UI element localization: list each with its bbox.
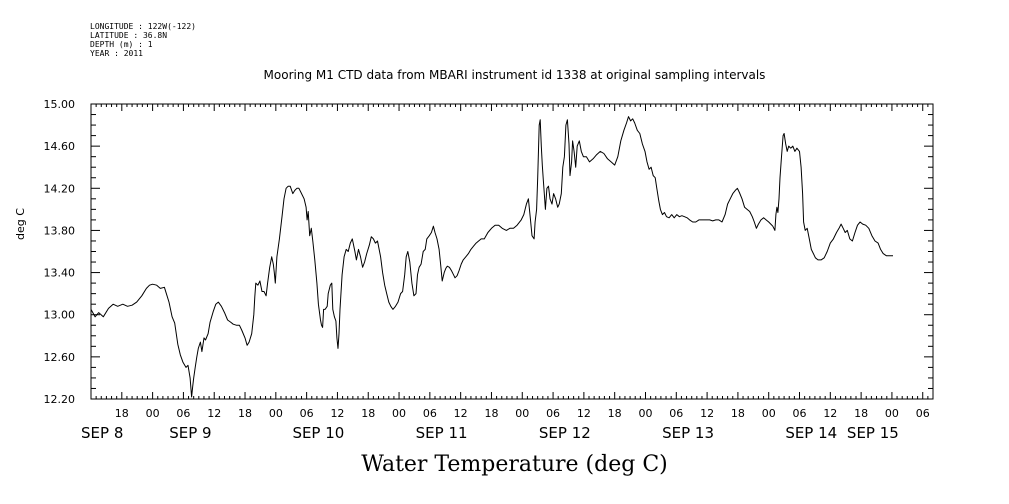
x-day-label: SEP 12 — [539, 424, 591, 442]
axes: 12.20 12.60 13.00 13.40 13.80 14.20 14.60 15.00… — [44, 98, 934, 442]
x-tick-label: 00 — [762, 407, 776, 420]
x-tick-label: 00 — [392, 407, 406, 420]
x-axis-label: Water Temperature (deg C) — [361, 452, 668, 477]
x-day-label: SEP 9 — [169, 424, 211, 442]
x-tick-label: 06 — [546, 407, 560, 420]
year-text: YEAR : 2011 — [90, 49, 143, 58]
x-tick-label: 06 — [669, 407, 683, 420]
x-tick-label: 12 — [454, 407, 468, 420]
x-tick-label: 18 — [731, 407, 745, 420]
x-tick-label: 12 — [330, 407, 344, 420]
y-tick-label: 13.00 — [44, 309, 76, 322]
x-tick-label: 18 — [854, 407, 868, 420]
x-tick-label: 00 — [515, 407, 529, 420]
data-series — [90, 116, 893, 398]
x-tick-label: 18 — [238, 407, 252, 420]
x-tick-label: 12 — [577, 407, 591, 420]
x-tick-label: 06 — [176, 407, 190, 420]
x-day-label: SEP 10 — [292, 424, 344, 442]
x-tick-label: 18 — [484, 407, 498, 420]
x-day-label: SEP 14 — [785, 424, 837, 442]
y-tick-label: 12.20 — [44, 393, 76, 406]
x-tick-label: 06 — [793, 407, 807, 420]
x-tick-label: 00 — [269, 407, 283, 420]
plot-frame — [90, 103, 934, 400]
x-tick-label: 06 — [423, 407, 437, 420]
y-tick-label: 15.00 — [44, 98, 76, 111]
x-tick-label: 06 — [300, 407, 314, 420]
x-tick-label: 18 — [361, 407, 375, 420]
longitude-text: LONGITUDE : 122W(-122) — [90, 22, 196, 31]
station-metadata: LONGITUDE : 122W(-122) LATITUDE : 36.8N … — [90, 22, 196, 58]
x-tick-label: 18 — [608, 407, 622, 420]
x-tick-label: 00 — [638, 407, 652, 420]
y-tick-label: 13.80 — [44, 224, 76, 237]
y-tick-label: 14.60 — [44, 140, 76, 153]
x-tick-label: 18 — [115, 407, 129, 420]
series-line-0 — [90, 116, 893, 398]
y-tick-label: 14.20 — [44, 182, 76, 195]
x-tick-label: 12 — [823, 407, 837, 420]
x-day-label: SEP 11 — [416, 424, 468, 442]
latitude-text: LATITUDE : 36.8N — [90, 31, 168, 40]
x-tick-label: 12 — [700, 407, 714, 420]
x-tick-label: 00 — [885, 407, 899, 420]
depth-text: DEPTH (m) : 1 — [90, 40, 153, 49]
x-tick-label: 06 — [916, 407, 930, 420]
chart-title: Mooring M1 CTD data from MBARI instrumen… — [263, 68, 766, 82]
x-day-label: SEP 8 — [81, 424, 123, 442]
x-day-label: SEP 15 — [847, 424, 899, 442]
y-tick-label: 13.40 — [44, 267, 76, 280]
x-tick-label: 00 — [146, 407, 160, 420]
x-tick-label: 12 — [207, 407, 221, 420]
x-day-label: SEP 13 — [662, 424, 714, 442]
y-tick-label: 12.60 — [44, 351, 76, 364]
